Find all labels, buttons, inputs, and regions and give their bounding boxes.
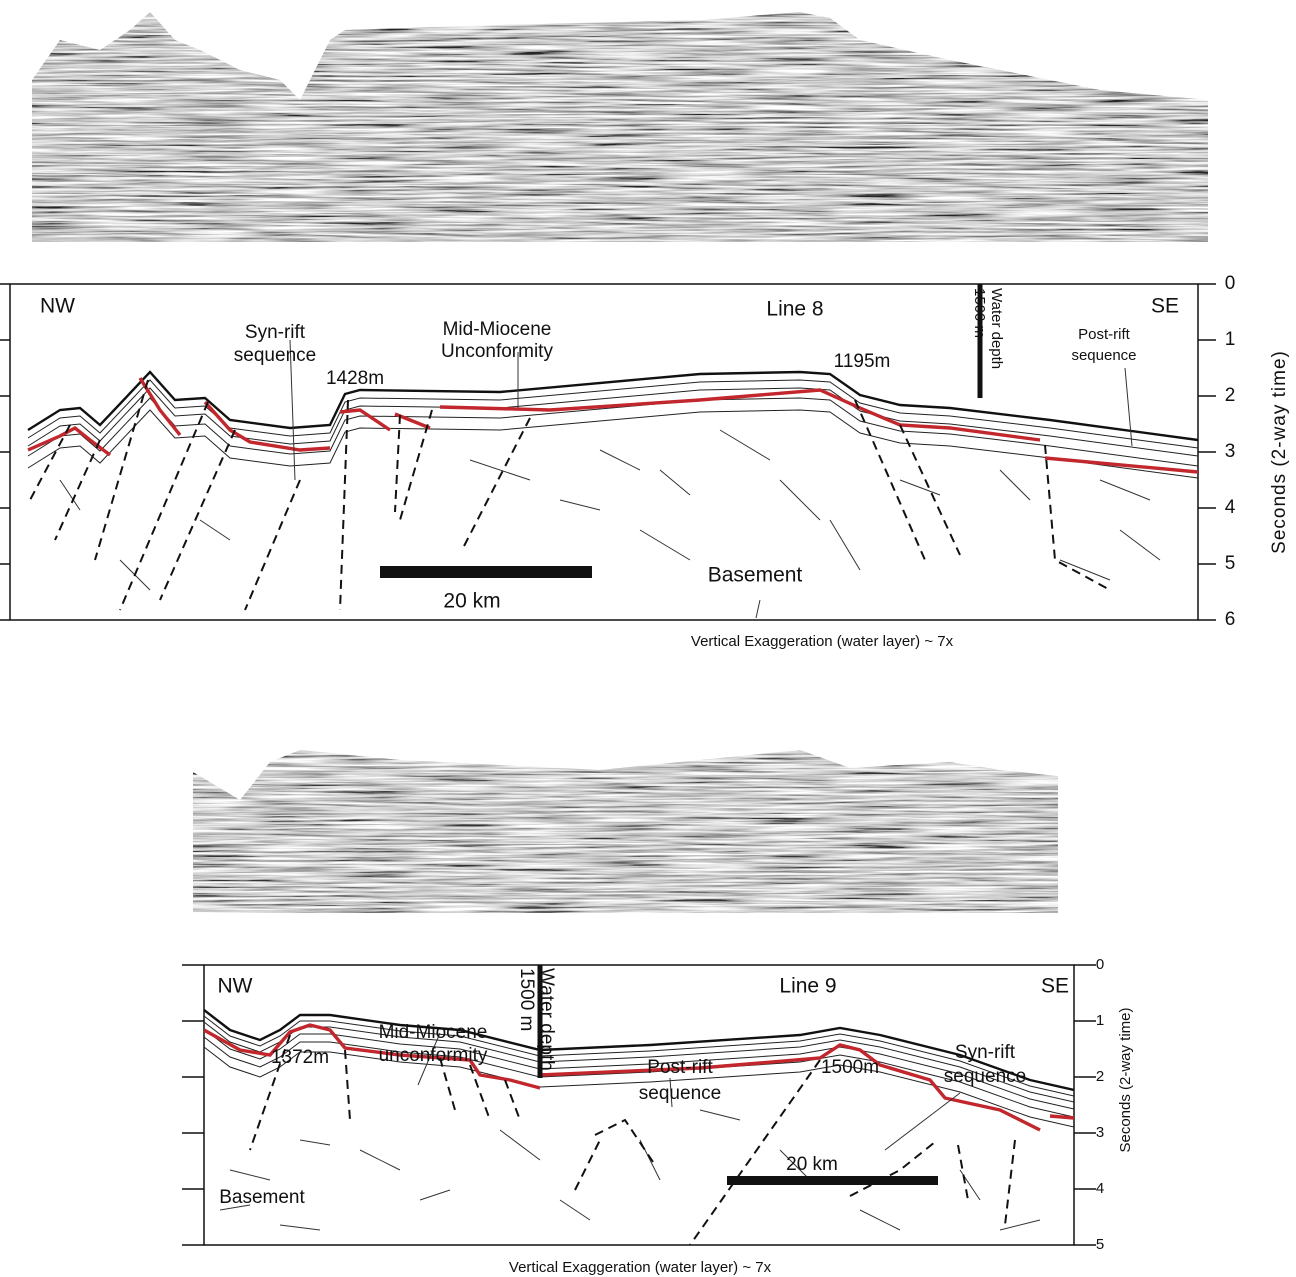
- scale-bar: [727, 1176, 938, 1185]
- axis-label: Seconds (2-way time): [1117, 1007, 1134, 1152]
- y-tick-label: 4: [1225, 497, 1236, 518]
- label: Post-rift: [647, 1057, 713, 1078]
- label: unconformity: [379, 1045, 488, 1066]
- y-tick-label: 5: [1096, 1236, 1104, 1253]
- label: Basement: [708, 564, 803, 587]
- interpretation: [10, 284, 1198, 620]
- label: 20 km: [786, 1154, 838, 1175]
- seismic-image: [193, 745, 1058, 913]
- y-tick-label: 1: [1225, 329, 1236, 350]
- label: Syn-rift: [955, 1042, 1016, 1063]
- label: Post-rift: [1078, 326, 1131, 343]
- y-tick-label: 0: [1096, 956, 1104, 973]
- label: NW: [40, 295, 75, 318]
- label: 1195m: [834, 351, 891, 372]
- scale-bar: [380, 566, 592, 578]
- label: sequence: [944, 1066, 1026, 1087]
- label: Line 9: [779, 975, 836, 998]
- label: SE: [1041, 975, 1069, 998]
- label: Water depth: [536, 968, 557, 1071]
- y-tick-label: 3: [1225, 441, 1236, 462]
- y-tick-label: 6: [1225, 609, 1236, 630]
- label: Unconformity: [441, 341, 553, 362]
- label: NW: [218, 975, 253, 998]
- label: sequence: [639, 1083, 721, 1104]
- figure: NW Line 8 SE Water depth 1500 m Syn-rift…: [0, 0, 1296, 1277]
- y-tick-label: 4: [1096, 1180, 1104, 1197]
- y-tick-label: 5: [1225, 553, 1236, 574]
- label: sequence: [234, 345, 316, 366]
- caption: Vertical Exaggeration (water layer) ~ 7x: [691, 633, 954, 650]
- label: SE: [1151, 295, 1179, 318]
- interpretation: [204, 965, 1074, 1245]
- caption: Vertical Exaggeration (water layer) ~ 7x: [509, 1259, 772, 1276]
- label: 20 km: [443, 590, 500, 613]
- y-tick-label: 2: [1096, 1068, 1104, 1085]
- axis-label: Seconds (2-way time): [1269, 350, 1290, 554]
- seismic-image: [32, 10, 1208, 242]
- y-tick-label: 2: [1225, 385, 1236, 406]
- label: 1428m: [326, 368, 384, 389]
- label: Mid-Miocene: [443, 319, 552, 340]
- label: Line 8: [766, 298, 823, 321]
- y-tick-label: 1: [1096, 1012, 1104, 1029]
- label: 1500 m: [971, 288, 988, 338]
- label: Water depth: [988, 288, 1005, 369]
- label: sequence: [1071, 347, 1136, 364]
- label: 1500 m: [516, 968, 537, 1031]
- label: Mid-Miocene: [379, 1022, 488, 1043]
- label: Syn-rift: [245, 322, 306, 343]
- label: 1372m: [271, 1047, 329, 1068]
- label: 1500m: [821, 1057, 879, 1078]
- label: Basement: [219, 1187, 305, 1208]
- y-tick-label: 0: [1225, 273, 1236, 294]
- y-tick-label: 3: [1096, 1124, 1104, 1141]
